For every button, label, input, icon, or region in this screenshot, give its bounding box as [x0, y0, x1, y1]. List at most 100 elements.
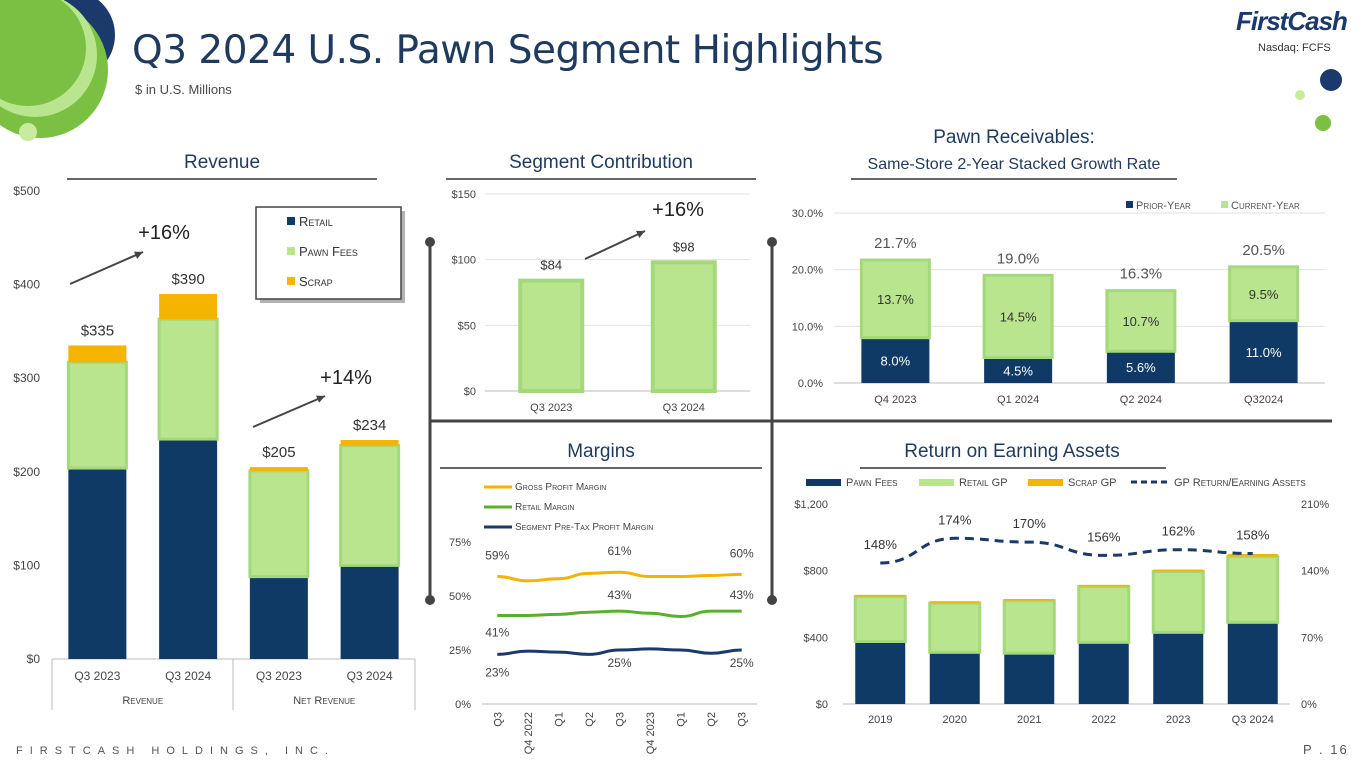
bar-segment-pawn-fees [1227, 622, 1278, 704]
x-tick-label: Q3 [492, 712, 504, 727]
x-tick-label: Q2 [584, 712, 596, 727]
y-tick-label: $50 [458, 320, 476, 332]
bar-segment-scrap-gp [1004, 599, 1055, 601]
growth-arrow [584, 230, 646, 260]
x-tick-label: Q4 2023 [645, 712, 657, 754]
legend-label: Pawn Fees [846, 477, 898, 489]
growth-annotation: +16% [138, 222, 190, 244]
data-point-label: 25% [730, 656, 754, 670]
decorative-dot [1315, 115, 1331, 131]
page-title: Q3 2024 U.S. Pawn Segment Highlights [132, 28, 884, 73]
arrow-shaft [252, 395, 326, 428]
legend-label: Scrap [299, 274, 333, 289]
bar-segment-prior-year [861, 337, 930, 383]
legend-label: Retail [299, 214, 333, 229]
x-tick-label: Q3 [737, 712, 749, 727]
x-tick-label: Q2 2024 [1120, 394, 1162, 406]
line-value-label: 170% [1013, 516, 1047, 531]
bar-segment-retail-gp [1226, 555, 1280, 624]
segment-value-label: 11.0% [1246, 345, 1282, 360]
bar-segment-scrap [340, 439, 399, 446]
arrow-head [134, 251, 143, 259]
segment-value-label: 8.0% [881, 353, 911, 368]
growth-annotation: +16% [652, 199, 704, 221]
x-tick-label: Q2 [706, 712, 718, 727]
data-point-label: 23% [485, 665, 509, 679]
y-tick-label: $0 [27, 652, 41, 666]
y2-tick-label: 0% [1301, 699, 1317, 711]
y-tick-label: 50% [449, 591, 471, 603]
bar-segment-retail-gp [1002, 599, 1056, 655]
bar-segment-scrap-gp [929, 601, 980, 604]
y-tick-label: $0 [816, 699, 828, 711]
bar-value-label: $98 [673, 239, 695, 254]
bar-total-label: $335 [81, 322, 114, 339]
y-tick-label: $0 [464, 386, 476, 398]
y-tick-label: $400 [13, 278, 40, 292]
bar-segment-scrap-gp [1153, 569, 1204, 572]
decorative-circle [19, 123, 37, 141]
margins-title: Margins [567, 441, 635, 462]
legend-label: Scrap GP [1068, 477, 1117, 489]
bar-segment-pawn-fees [1004, 653, 1055, 704]
legend-label: Current-Year [1231, 200, 1300, 212]
legend-swatch [1028, 479, 1063, 486]
bar-segment-pawn-fees [248, 469, 310, 579]
bar-segment-retail [249, 576, 308, 659]
line-value-label: 148% [864, 537, 898, 552]
x-tick-label: Q3 2023 [530, 402, 572, 414]
legend-label: GP Return/Earning Assets [1174, 477, 1306, 489]
bar-segment-retail [68, 468, 127, 659]
bar-segment-pawn-fees [157, 317, 219, 441]
line-value-label: 158% [1236, 528, 1270, 543]
bar-segment-scrap [159, 293, 218, 320]
divider-dot [767, 237, 777, 247]
bar-segment-pawn-fees [929, 652, 980, 704]
x-tick-label: 2023 [1166, 714, 1190, 726]
bar-segment-current-year [1228, 265, 1300, 323]
y-tick-label: $150 [452, 189, 476, 201]
y2-tick-label: 70% [1301, 632, 1323, 644]
pawn-receivables-chart: 0.0% 10.0% 20.0% 30.0% 8.0% 13.7% 21.7% Q4 2023… [792, 200, 1325, 406]
legend-swatch [806, 479, 841, 486]
data-point-label: 60% [730, 546, 754, 560]
x-tick-label: Q32024 [1244, 394, 1283, 406]
bar-segment-pawn-fees [339, 444, 401, 567]
growth-annotation: +14% [320, 367, 372, 389]
y-tick-label: $100 [13, 558, 40, 572]
y-tick-label: $500 [13, 184, 40, 198]
bar-segment-current-year [1105, 289, 1177, 353]
y2-tick-label: 140% [1301, 566, 1329, 578]
arrow-head [316, 395, 325, 403]
contribution-bar [650, 260, 717, 393]
x-tick-label: Q3 2024 [1232, 714, 1274, 726]
x-group-label: Net Revenue [293, 695, 355, 707]
bar-segment-retail-gp [928, 601, 982, 654]
y-tick-label: $1,200 [794, 499, 828, 511]
y-tick-label: 10.0% [792, 321, 823, 333]
legend-label: Segment Pre-Tax Profit Margin [515, 522, 653, 533]
bar-segment-pawn-fees [1078, 642, 1129, 704]
bar-segment-pawn-fees [855, 641, 906, 704]
y-tick-label: 0% [455, 699, 471, 711]
page-subtitle: $ in U.S. Millions [135, 82, 232, 97]
data-point-label: 43% [730, 588, 754, 602]
gp-return-line [880, 536, 1253, 565]
page-number: P . 16 [1303, 742, 1349, 757]
segment-contribution-chart: $0 $50 $100 $150 $84 Q3 2023 $98 Q3 2024 +16% [452, 189, 750, 414]
growth-arrow [69, 251, 144, 285]
margins-chart: 0% 25% 50% 75% Gross Profit Margin Retail Mar… [449, 482, 757, 754]
y-tick-label: 20.0% [792, 265, 823, 277]
segment-value-label: 4.5% [1003, 363, 1033, 378]
revenue-legend: Retail Pawn Fees Scrap [255, 206, 405, 303]
data-point-label: 25% [607, 656, 631, 670]
x-tick-label: Q4 2023 [874, 394, 916, 406]
x-tick-label: 2020 [943, 714, 967, 726]
pawn-receivables-title: Pawn Receivables: [933, 127, 1095, 148]
divider-dot [425, 595, 435, 605]
company-logo: FirstCash [1236, 6, 1348, 36]
x-tick-label: Q1 2024 [997, 394, 1039, 406]
bar-segment-scrap-gp [1078, 584, 1129, 587]
bar-segment-prior-year [1229, 320, 1298, 383]
